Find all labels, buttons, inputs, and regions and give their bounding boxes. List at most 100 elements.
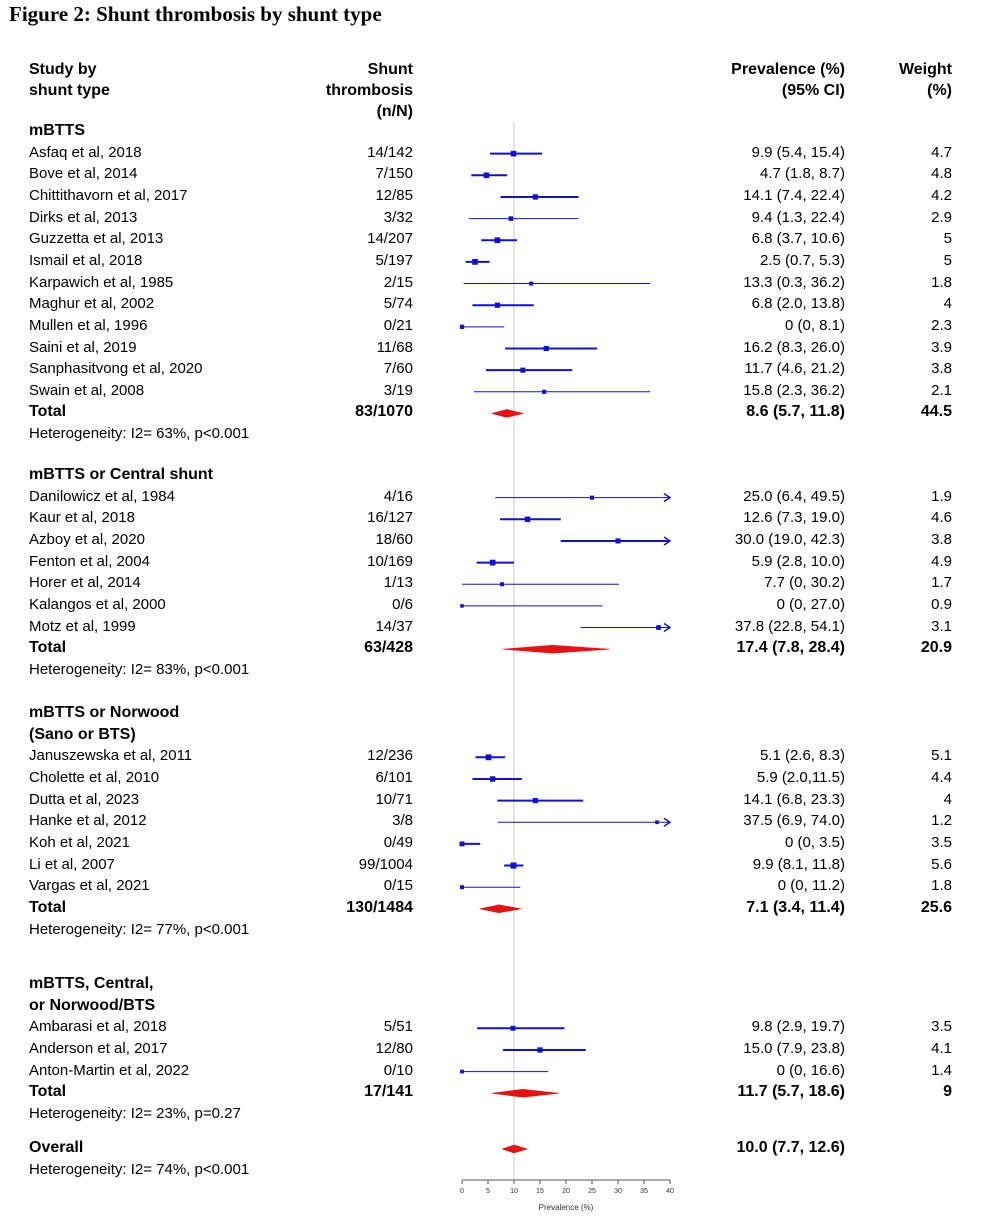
x-axis-label: Prevalence (%) <box>539 1203 594 1212</box>
group-2-study-2-point-marker <box>532 798 538 804</box>
x-tick-label-1: 5 <box>486 1188 490 1195</box>
group-0-study-0-weight: 4.7 <box>931 143 952 161</box>
group-2-study-4-prevalence: 0 (0, 3.5) <box>784 833 845 851</box>
group-0-study-7-prevalence: 6.8 (2.0, 13.8) <box>751 295 845 313</box>
group-1-total-label: Total <box>29 639 67 657</box>
group-0-study-5-events: 5/197 <box>375 251 413 269</box>
group-3-total-prevalence: 11.7 (5.7, 18.6) <box>737 1083 845 1101</box>
group-1-study-0-label: Danilowicz et al, 1984 <box>29 487 175 505</box>
group-0-study-4-label: Guzzetta et al, 2013 <box>29 230 164 248</box>
group-0-study-6-events: 2/15 <box>383 273 413 291</box>
group-3-study-1-prevalence: 15.0 (7.9, 23.8) <box>743 1039 845 1057</box>
group-0-study-11-events: 3/19 <box>383 381 413 399</box>
group-1-study-4-events: 1/13 <box>383 574 413 592</box>
group-2-study-1-label: Cholette et al, 2010 <box>29 768 160 786</box>
group-1-study-6-label: Motz et al, 1999 <box>29 617 136 635</box>
group-2-study-5-label: Li et al, 2007 <box>29 855 115 873</box>
group-1-heterogeneity: Heterogeneity: I2= 83%, p<0.001 <box>29 660 250 678</box>
group-3-study-1-point-marker <box>537 1047 543 1053</box>
group-0-study-9-events: 11/68 <box>376 338 413 356</box>
group-1-study-4-point-marker <box>500 582 505 587</box>
group-1-study-5-label: Kalangos et al, 2000 <box>29 595 166 613</box>
group-0-total-weight: 44.5 <box>920 403 952 421</box>
group-0-study-2-prevalence: 14.1 (7.4, 22.4) <box>743 186 845 204</box>
group-0-total-pooled-diamond <box>490 409 524 418</box>
group-2-study-6-prevalence: 0 (0, 11.2) <box>777 877 845 895</box>
header-events-line1: Shunt <box>367 61 413 78</box>
group-0-study-5-prevalence: 2.5 (0.7, 5.3) <box>759 251 845 269</box>
group-1-total-weight: 20.9 <box>920 639 952 657</box>
group-2-total-events: 130/1484 <box>346 898 413 916</box>
group-1-study-1-point-marker <box>524 516 531 523</box>
group-2-study-4-events: 0/49 <box>383 833 413 851</box>
group-3-total-pooled-diamond <box>491 1088 559 1098</box>
group-0-study-6-point-marker <box>529 281 534 286</box>
group-2-title: mBTTS or Norwood <box>29 704 180 721</box>
group-2-study-6-weight: 1.8 <box>931 877 952 895</box>
group-2-study-4-weight: 3.5 <box>931 833 952 851</box>
group-0-study-10-weight: 3.8 <box>931 360 952 378</box>
group-1-total-prevalence: 17.4 (7.8, 28.4) <box>736 639 845 657</box>
group-0-title: mBTTS <box>29 122 85 139</box>
group-0-study-4-prevalence: 6.8 (3.7, 10.6) <box>751 230 845 248</box>
group-3-study-0-label: Ambarasi et al, 2018 <box>29 1018 167 1036</box>
group-0-study-6-prevalence: 13.3 (0.3, 36.2) <box>743 273 845 291</box>
group-3-study-2-prevalence: 0 (0, 16.6) <box>776 1061 845 1079</box>
group-2-study-5-weight: 5.6 <box>931 855 952 873</box>
overall-prevalence: 10.0 (7.7, 12.6) <box>736 1139 845 1156</box>
group-0-study-8-label: Mullen et al, 1996 <box>29 316 148 334</box>
group-2-study-1-prevalence: 5.9 (2.0,11.5) <box>756 768 845 786</box>
group-0-heterogeneity: Heterogeneity: I2= 63%, p<0.001 <box>29 425 250 443</box>
group-1-study-4-weight: 1.7 <box>931 574 952 592</box>
group-3-study-0-point-marker <box>510 1025 516 1031</box>
group-1-study-0-ci-arrow <box>663 493 672 503</box>
group-0-study-0-point-marker <box>510 150 517 157</box>
group-0-study-10-events: 7/60 <box>383 360 413 378</box>
group-2-study-3-events: 3/8 <box>392 812 413 830</box>
group-2-study-2-prevalence: 14.1 (6.8, 23.3) <box>743 790 845 808</box>
group-2-study-3-point-marker <box>655 820 659 825</box>
group-2-study-0-events: 12/236 <box>367 747 413 765</box>
group-0-study-7-point-marker <box>494 302 500 308</box>
group-2-study-3-ci-arrow <box>663 817 672 827</box>
x-tick-label-7: 35 <box>640 1188 648 1195</box>
group-0-study-7-label: Maghur et al, 2002 <box>29 295 155 313</box>
group-0-study-3-label: Dirks et al, 2013 <box>29 208 138 226</box>
group-2-total-pooled-diamond <box>479 904 522 914</box>
group-0-study-4-point-marker <box>494 237 501 244</box>
group-0-study-11-point-marker <box>542 389 547 394</box>
header-weight-line2: (%) <box>927 82 952 99</box>
group-0-study-3-prevalence: 9.4 (1.3, 22.4) <box>751 208 845 226</box>
group-0-study-8-point-marker <box>459 324 465 329</box>
group-1-study-5-prevalence: 0 (0, 27.0) <box>776 595 845 613</box>
group-0-study-5-weight: 5 <box>943 251 952 269</box>
group-1-study-5-weight: 0.9 <box>931 595 952 613</box>
group-3-study-2-point-marker <box>460 1069 464 1074</box>
group-0-study-8-events: 0/21 <box>383 316 413 334</box>
group-2-study-0-weight: 5.1 <box>931 747 952 765</box>
group-2-title-line2: (Sano or BTS) <box>29 725 136 743</box>
group-3-total-label: Total <box>29 1083 67 1101</box>
group-1-study-1-label: Kaur et al, 2018 <box>29 509 135 527</box>
group-0-study-3-weight: 2.9 <box>931 208 952 226</box>
group-0-study-1-weight: 4.8 <box>931 165 952 183</box>
group-2-study-1-events: 6/101 <box>375 768 413 786</box>
group-1-study-6-weight: 3.1 <box>931 617 952 635</box>
overall-label: Overall <box>29 1139 84 1156</box>
group-2-total-label: Total <box>29 898 67 916</box>
group-0-total-events: 83/1070 <box>355 403 413 421</box>
group-2-total-prevalence: 7.1 (3.4, 11.4) <box>746 898 845 916</box>
group-2-study-2-weight: 4 <box>943 790 952 808</box>
group-3-title: mBTTS, Central, <box>29 975 154 992</box>
group-1-study-2-point-marker <box>615 538 621 544</box>
group-1-study-0-events: 4/16 <box>383 487 413 505</box>
group-0-study-11-label: Swain et al, 2008 <box>29 381 145 399</box>
group-2-study-1-point-marker <box>489 776 496 782</box>
overall-heterogeneity: Heterogeneity: I2= 74%, p<0.001 <box>29 1160 250 1178</box>
group-0-study-10-point-marker <box>520 367 526 373</box>
header-events-line3: (n/N) <box>376 103 413 120</box>
group-3-total-events: 17/141 <box>364 1083 413 1101</box>
header-weight-line1: Weight <box>898 61 952 78</box>
header-events-line2: thrombosis <box>325 82 413 99</box>
